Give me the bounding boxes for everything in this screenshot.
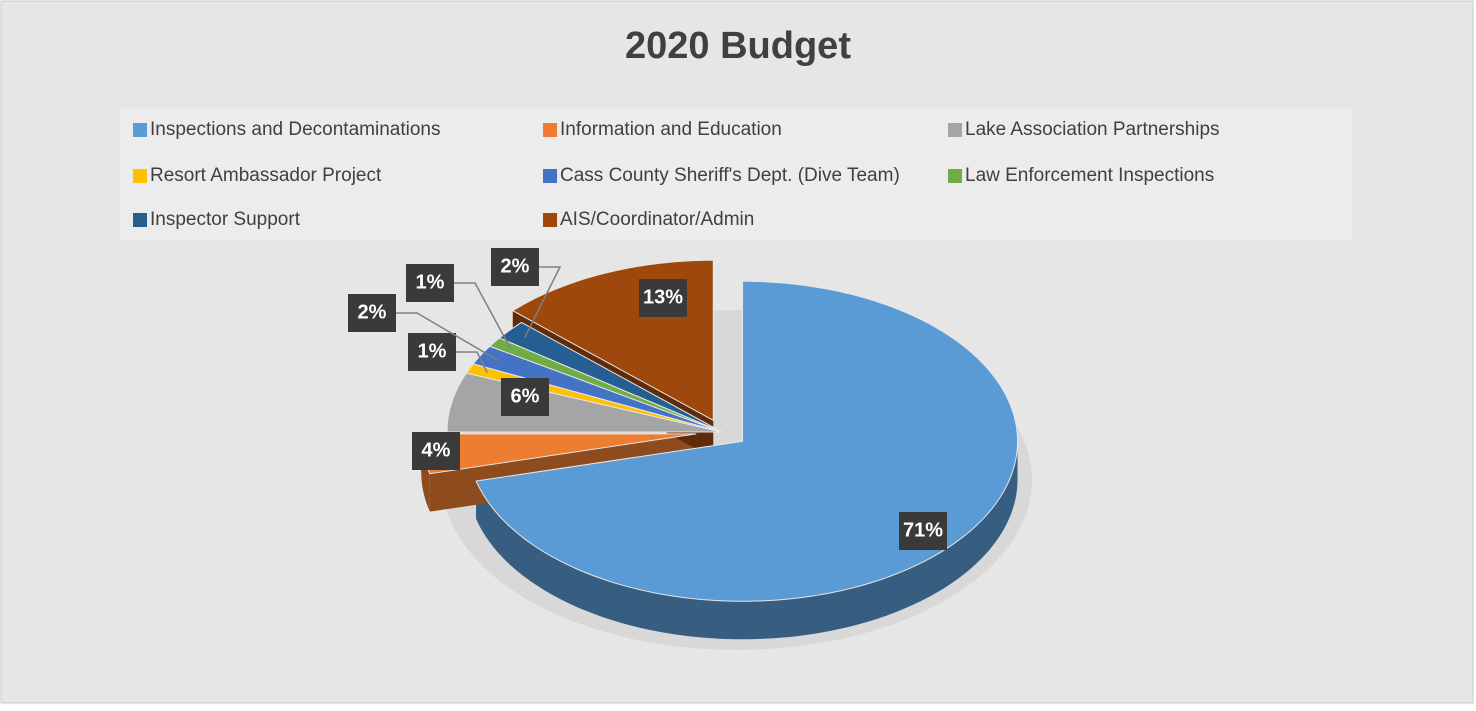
data-label: 2% bbox=[358, 301, 387, 323]
legend-label: Cass County Sheriff's Dept. (Dive Team) bbox=[560, 165, 900, 186]
slice-side bbox=[476, 441, 1018, 640]
legend-label: Resort Ambassador Project bbox=[150, 165, 382, 186]
legend-swatch bbox=[543, 123, 557, 137]
legend-swatch bbox=[133, 213, 147, 227]
label-box bbox=[501, 378, 549, 416]
label-box bbox=[412, 432, 460, 470]
data-label: 6% bbox=[511, 385, 540, 407]
legend-swatch bbox=[133, 169, 147, 183]
leader-line bbox=[524, 266, 562, 338]
data-label: 4% bbox=[422, 439, 451, 461]
data-label: 2% bbox=[501, 255, 530, 277]
slice bbox=[472, 345, 723, 433]
legend-swatch bbox=[133, 123, 147, 137]
legend-swatch bbox=[948, 123, 962, 137]
legend-label: Law Enforcement Inspections bbox=[965, 165, 1214, 186]
data-label: 1% bbox=[416, 271, 445, 293]
label-box bbox=[491, 248, 539, 286]
legend-label: Lake Association Partnerships bbox=[965, 119, 1220, 140]
leader-line bbox=[454, 282, 512, 349]
label-box bbox=[348, 294, 396, 332]
data-label: 13% bbox=[643, 286, 683, 308]
legend-label: Inspections and Decontaminations bbox=[150, 119, 440, 140]
slice-side bbox=[421, 433, 430, 512]
legend-swatch bbox=[948, 169, 962, 183]
leader-line bbox=[396, 312, 499, 361]
label-box bbox=[406, 264, 454, 302]
label-box bbox=[899, 512, 947, 550]
legend-swatch bbox=[543, 213, 557, 227]
data-label: 1% bbox=[418, 340, 447, 362]
slice bbox=[498, 321, 723, 433]
legend-box bbox=[120, 108, 1352, 240]
label-box bbox=[408, 333, 456, 371]
label-box bbox=[639, 279, 687, 317]
legend-label: AIS/Coordinator/Admin bbox=[560, 209, 754, 230]
legend-swatch bbox=[543, 169, 557, 183]
legend-label: Information and Education bbox=[560, 119, 782, 140]
legend-label: Inspector Support bbox=[150, 209, 301, 230]
chart-title: 2020 Budget bbox=[625, 25, 851, 67]
leader-line bbox=[456, 351, 488, 374]
slice bbox=[475, 280, 1019, 602]
data-label: 71% bbox=[903, 519, 943, 541]
